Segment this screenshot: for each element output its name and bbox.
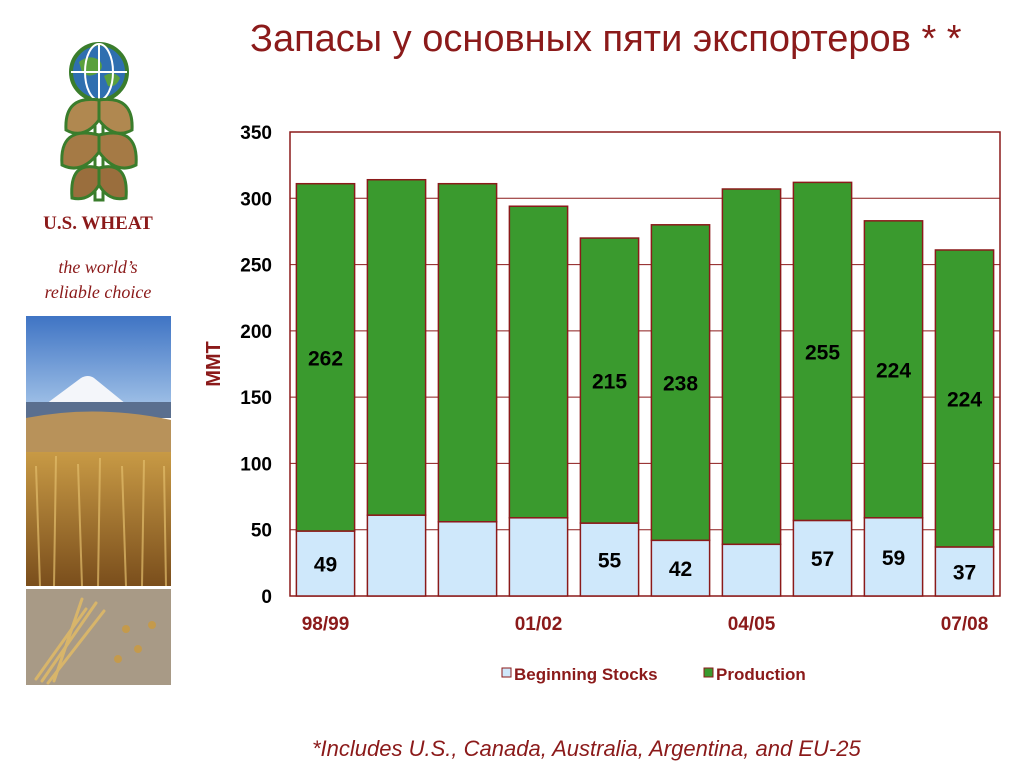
x-tick-label: 07/08	[941, 614, 989, 635]
data-label-beginning-stocks: 57	[811, 548, 834, 571]
wheat-globe-logo-icon	[60, 42, 138, 202]
slide-title: Запасы у основных пяти экспортеров * *	[250, 18, 962, 60]
bar-production	[437, 182, 498, 523]
brand-name: U.S. WHEAT	[43, 213, 153, 234]
data-label-beginning-stocks: 37	[953, 561, 976, 584]
bar-beginning-stocks	[721, 543, 782, 597]
legend-label: Beginning Stocks	[514, 665, 658, 684]
data-label-production: 255	[805, 341, 840, 364]
data-label-beginning-stocks: 59	[882, 547, 905, 570]
data-label-production: 262	[308, 347, 343, 370]
legend-label: Production	[716, 665, 806, 684]
y-tick-label: 50	[251, 521, 272, 542]
bar-production	[508, 205, 569, 519]
legend-swatch	[501, 667, 512, 678]
bar-beginning-stocks	[366, 514, 427, 597]
bar-production	[295, 182, 356, 532]
brand-tagline-line2: reliable choice	[44, 282, 152, 302]
x-tick-label: 01/02	[515, 614, 563, 635]
legend-swatch	[703, 667, 714, 678]
y-tick-label: 100	[240, 454, 272, 475]
bar-production	[863, 220, 924, 519]
data-label-production: 238	[663, 373, 698, 396]
brand-tagline: the world’s reliable choice	[22, 255, 174, 305]
data-label-beginning-stocks: 55	[598, 550, 622, 573]
data-label-production: 224	[876, 359, 911, 382]
bar-beginning-stocks	[792, 519, 853, 597]
data-label-production: 224	[947, 388, 982, 411]
y-axis-label: MMT	[203, 341, 225, 387]
bar-beginning-stocks	[650, 539, 711, 597]
bar-production	[721, 188, 782, 546]
stacked-bar-chart: 0 50 100 150 200 250 300 350 MMT 49 262 98/99 01/02 5…	[203, 123, 1001, 684]
data-label-beginning-stocks: 49	[314, 554, 337, 577]
bar-production	[792, 181, 853, 522]
y-tick-label: 200	[240, 322, 272, 343]
y-tick-label: 250	[240, 256, 272, 277]
data-label-beginning-stocks: 42	[669, 558, 692, 581]
bar-beginning-stocks	[437, 521, 498, 597]
data-label-production: 215	[592, 371, 627, 394]
bar-beginning-stocks	[934, 546, 995, 597]
y-tick-label: 0	[261, 587, 272, 608]
wheat-sheaf-photo	[26, 589, 171, 685]
footnote: *Includes U.S., Canada, Australia, Argen…	[312, 736, 861, 761]
y-tick-label: 150	[240, 388, 272, 409]
wheat-field-mountain-photo	[26, 316, 171, 586]
y-tick-label: 350	[240, 123, 272, 144]
bar-production	[366, 178, 427, 516]
bar-beginning-stocks	[508, 517, 569, 597]
brand-tagline-line1: the world’s	[58, 257, 138, 277]
bar-production	[934, 249, 995, 548]
y-tick-label: 300	[240, 189, 272, 210]
bar-production	[650, 224, 711, 542]
x-tick-label: 98/99	[302, 614, 350, 635]
bar-production	[579, 237, 640, 524]
x-tick-label: 04/05	[728, 614, 776, 635]
